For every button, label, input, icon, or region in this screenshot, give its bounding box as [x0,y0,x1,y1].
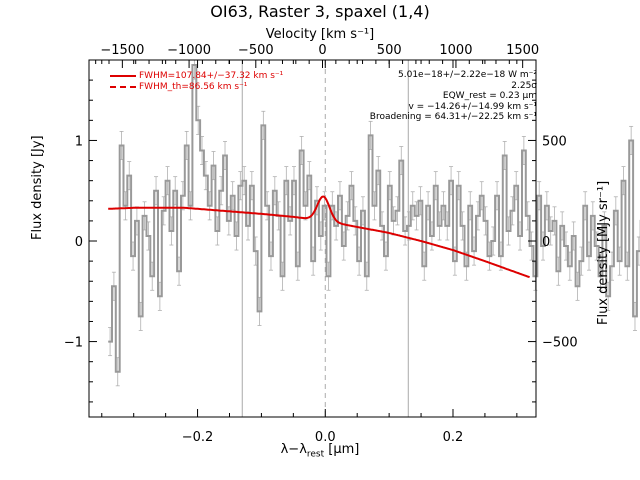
right-tick-label: 0 [542,235,550,250]
top-tick-label: −500 [238,43,274,58]
x-tick-label: 0.0 [315,430,336,445]
legend-swatch-solid [110,74,136,77]
legend-swatch-dashed [110,85,136,88]
x-axis-label-main: λ−λ [280,442,307,457]
right-tick-label: 500 [542,134,567,149]
stat-line-velocity: v = −14.26+/−14.99 km s⁻¹ [408,101,537,112]
stat-line-sigma: 2.25σ [511,80,537,91]
legend: FWHM=107.84+/−37.32 km s⁻¹ FWHM_th=86.56… [110,70,283,92]
y-tick-label: 0 [75,235,83,250]
x-axis-label-unit: [μm] [324,442,360,457]
x-axis-label: λ−λrest [μm] [0,442,640,460]
right-tick-label: −500 [542,336,578,351]
top-tick-label: 1000 [439,43,472,58]
stat-line-broadening: Broadening = 64.31+/−22.25 km s⁻¹ [369,112,537,122]
plot-frame [88,59,537,418]
axis-ticks [89,60,537,417]
y-tick-label: 1 [75,134,83,149]
y-tick-label: −1 [64,336,83,351]
x-tick-label: −0.2 [182,430,214,445]
top-tick-label: 1500 [506,43,539,58]
x-tick-label: 0.2 [443,430,464,445]
legend-item-fwhm-th: FWHM_th=86.56 km s⁻¹ [110,81,283,92]
legend-label: FWHM_th=86.56 km s⁻¹ [139,81,248,92]
spectrum-data [108,64,640,373]
fit-line [108,195,530,279]
top-tick-label: 0 [318,43,326,58]
y-axis-label-left: Flux density [Jy] [30,135,45,240]
y-axis-label-right: Flux density [MJy sr⁻¹] [596,180,611,325]
x-axis-label-sub: rest [306,449,325,460]
top-tick-label: −1000 [167,43,211,58]
chart-title: OI63, Raster 3, spaxel (1,4) [210,2,430,21]
axis-tick-labels: −0.2 0.0 0.2−1500 −1000 −500 0 500 1000 1500−101… [64,43,578,445]
stat-line-eqw: EQW_rest = 0.23 μm [442,91,537,101]
fit-stats: 5.01e−18+/−2.22e−18 W m⁻² 2.25σ EQW_rest… [370,70,537,123]
data-histogram [108,64,640,373]
legend-item-fwhm: FWHM=107.84+/−37.32 km s⁻¹ [110,70,283,81]
top-tick-label: 500 [377,43,402,58]
stat-line-flux: 5.01e−18+/−2.22e−18 W m⁻² [398,70,537,80]
top-tick-label: −1500 [100,43,144,58]
legend-label: FWHM=107.84+/−37.32 km s⁻¹ [139,70,284,81]
fit-curve [108,195,530,279]
top-axis-label: Velocity [km s⁻¹] [265,27,375,42]
